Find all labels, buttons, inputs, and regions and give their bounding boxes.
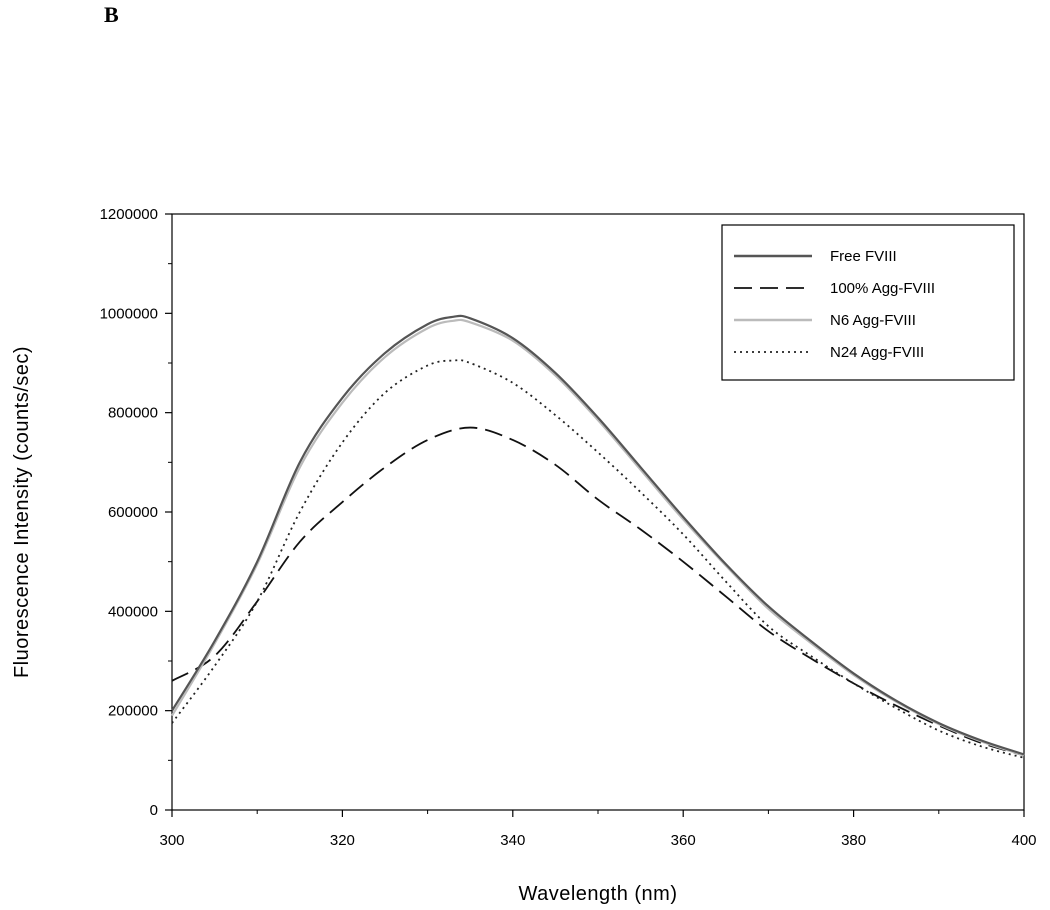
y-tick-label: 200000 xyxy=(108,703,158,720)
legend-label-n24-agg-fviii: N24 Agg-FVIII xyxy=(830,344,924,361)
x-tick-label: 380 xyxy=(841,832,866,849)
legend-label-free-fviii: Free FVIII xyxy=(830,248,897,265)
y-tick-label: 800000 xyxy=(108,405,158,422)
x-tick-label: 300 xyxy=(159,832,184,849)
series-line-n6-agg-fviii xyxy=(171,318,1025,757)
legend-label-n6-agg-fviii: N6 Agg-FVIII xyxy=(830,312,916,329)
panel-label: B xyxy=(104,2,119,27)
series-line-free-fviii xyxy=(171,314,1025,756)
y-tick-label: 1200000 xyxy=(100,206,158,223)
x-tick-label: 320 xyxy=(330,832,355,849)
y-tick-label: 600000 xyxy=(108,504,158,521)
x-axis-title: Wavelength (nm) xyxy=(518,883,677,905)
legend-box xyxy=(721,224,1015,381)
x-tick-label: 340 xyxy=(500,832,525,849)
y-tick-label: 1000000 xyxy=(100,305,158,322)
series-line-100-agg-fviii xyxy=(171,426,1025,757)
x-tick-label: 360 xyxy=(671,832,696,849)
y-tick-label: 400000 xyxy=(108,603,158,620)
legend-label-100-agg-fviii: 100% Agg-FVIII xyxy=(830,280,935,297)
y-axis-title: Fluorescence Intensity (counts/sec) xyxy=(11,346,33,678)
x-tick-label: 400 xyxy=(1011,832,1036,849)
y-tick-label: 0 xyxy=(150,802,158,819)
